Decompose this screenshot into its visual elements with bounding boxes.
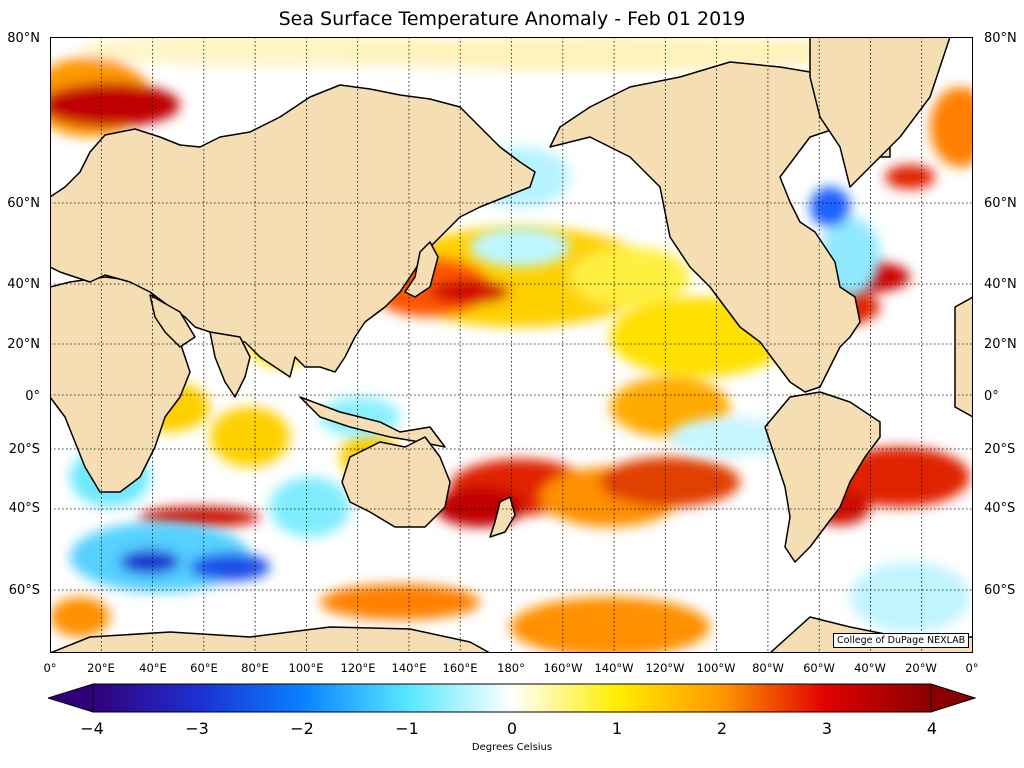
- lon-label-20w: 20°W: [905, 661, 937, 675]
- lat-label-60n-left: 60°N: [7, 196, 40, 211]
- lat-label-eq-left: 0°: [25, 389, 40, 404]
- lat-label-eq-right: 0°: [984, 389, 999, 404]
- cbar-tick-0: 0: [506, 719, 518, 738]
- lon-label-120w: 120°W: [645, 661, 685, 675]
- lon-label-100e: 100°E: [288, 661, 324, 675]
- lon-label-60w: 60°W: [803, 661, 835, 675]
- lon-label-140e: 140°E: [391, 661, 427, 675]
- japan-land: [404, 241, 439, 298]
- lat-label-40n-left: 40°N: [7, 277, 40, 292]
- cbar-tick-4: 4: [926, 719, 938, 738]
- colorbar-extend-low: [48, 683, 94, 713]
- cbar-tick-3: 3: [821, 719, 833, 738]
- europe-right-land: [954, 296, 973, 418]
- lon-label-20e: 20°E: [87, 661, 115, 675]
- land-layer: [50, 37, 973, 653]
- lon-label-120e: 120°E: [340, 661, 376, 675]
- lat-label-60s-right: 60°S: [984, 583, 1016, 598]
- colorbar-extend-high: [930, 683, 976, 713]
- lat-label-40s-left: 40°S: [8, 501, 40, 516]
- lat-label-20n-left: 20°N: [7, 337, 40, 352]
- lon-label-0: 0°: [43, 661, 57, 675]
- graticule: [50, 37, 973, 653]
- lat-label-60n-right: 60°N: [984, 196, 1017, 211]
- cbar-tick-neg4: −4: [80, 719, 104, 738]
- lon-label-40e: 40°E: [139, 661, 167, 675]
- cbar-tick-neg3: −3: [185, 719, 209, 738]
- arabia-land: [149, 294, 196, 348]
- lat-label-20n-right: 20°N: [984, 337, 1017, 352]
- india-land: [209, 331, 251, 398]
- lon-label-160w: 160°W: [543, 661, 583, 675]
- cbar-tick-1: 1: [611, 719, 623, 738]
- lat-label-80n-left: 80°N: [7, 31, 40, 46]
- colorbar-body: [92, 683, 932, 713]
- lon-label-0-right: 0°: [965, 661, 979, 675]
- lat-label-40s-right: 40°S: [984, 501, 1016, 516]
- lon-label-60e: 60°E: [190, 661, 218, 675]
- new-zealand-land: [489, 496, 516, 538]
- lat-label-80n-right: 80°N: [984, 31, 1017, 46]
- lat-label-20s-left: 20°S: [8, 442, 40, 457]
- lon-label-100w: 100°W: [696, 661, 736, 675]
- colorbar: [48, 683, 976, 713]
- sst-anomaly-map: [50, 37, 973, 653]
- credit-label: College of DuPage NEXLAB: [833, 633, 970, 648]
- antarctica-land: [50, 626, 491, 653]
- lon-label-160e: 160°E: [442, 661, 478, 675]
- lon-label-80e: 80°E: [241, 661, 269, 675]
- colorbar-units: Degrees Celsius: [471, 742, 553, 753]
- lat-label-20s-right: 20°S: [984, 442, 1016, 457]
- lat-label-60s-left: 60°S: [8, 583, 40, 598]
- cbar-tick-neg1: −1: [395, 719, 419, 738]
- lon-label-40w: 40°W: [854, 661, 886, 675]
- cbar-tick-neg2: −2: [290, 719, 314, 738]
- south-america-land: [764, 391, 881, 563]
- lon-label-80w: 80°W: [752, 661, 784, 675]
- cbar-tick-2: 2: [716, 719, 728, 738]
- lon-label-180: 180°: [497, 661, 525, 675]
- lon-label-140w: 140°W: [594, 661, 634, 675]
- greenland-land: [809, 37, 951, 188]
- australia-land: [341, 436, 451, 528]
- map-title: Sea Surface Temperature Anomaly - Feb 01…: [278, 8, 746, 30]
- lat-label-40n-right: 40°N: [984, 277, 1017, 292]
- map-frame: [50, 37, 973, 653]
